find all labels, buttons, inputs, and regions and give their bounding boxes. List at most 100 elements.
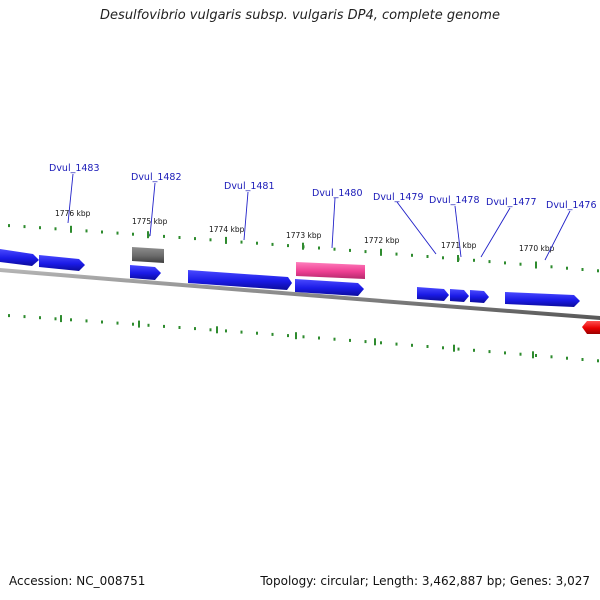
- gene-feature-rna[interactable]: [132, 247, 164, 263]
- outer-tick-track: [8, 224, 599, 273]
- minor-tick: [473, 258, 475, 262]
- gene-feature-highlighted[interactable]: [296, 262, 365, 279]
- genome-backbone: [0, 268, 600, 320]
- gene-label-dvul-1477[interactable]: Dvul_1477: [486, 197, 537, 208]
- minor-tick: [380, 341, 382, 345]
- minor-tick: [23, 315, 26, 319]
- major-tick: [302, 242, 304, 250]
- minor-tick: [364, 340, 367, 344]
- major-tick: [535, 261, 537, 269]
- minor-tick: [163, 234, 165, 238]
- minor-tick: [116, 231, 119, 235]
- minor-tick: [194, 327, 196, 331]
- major-tick: [374, 338, 376, 346]
- gene-feature[interactable]: [295, 279, 364, 296]
- gene-label-dvul-1480[interactable]: Dvul_1480: [312, 188, 363, 199]
- minor-tick: [39, 316, 41, 320]
- tick-label-1773: 1773 kbp: [286, 231, 322, 240]
- accession-label: Accession: NC_008751: [9, 574, 146, 588]
- minor-tick: [333, 337, 336, 341]
- minor-tick: [488, 350, 491, 354]
- minor-tick: [318, 246, 320, 250]
- minor-tick: [566, 356, 568, 360]
- genome-summary: Topology: circular; Length: 3,462,887 bp…: [260, 574, 590, 588]
- gene-feature[interactable]: [417, 287, 449, 301]
- gene-label-dvul-1481[interactable]: Dvul_1481: [224, 181, 275, 192]
- minor-tick: [473, 348, 475, 352]
- minor-tick: [550, 355, 553, 359]
- label-leader: [67, 173, 74, 224]
- minor-tick: [240, 330, 243, 334]
- gene-feature[interactable]: [39, 255, 85, 271]
- minor-tick: [256, 331, 258, 335]
- minor-tick: [535, 354, 537, 357]
- minor-tick: [178, 326, 181, 329]
- tick-label-1776: 1776 kbp: [55, 209, 91, 218]
- minor-tick: [39, 226, 41, 230]
- minor-tick: [349, 338, 351, 342]
- gene-label-dvul-1483[interactable]: Dvul_1483: [49, 163, 100, 174]
- gene-feature[interactable]: [450, 289, 469, 302]
- gene-feature[interactable]: [130, 265, 161, 280]
- minor-tick: [597, 269, 599, 273]
- minor-tick: [442, 256, 444, 260]
- tick-label-1771: 1771 kbp: [441, 241, 477, 250]
- tick-label-1770: 1770 kbp: [519, 244, 555, 253]
- minor-tick: [163, 324, 165, 328]
- major-tick: [70, 225, 72, 233]
- minor-tick: [194, 237, 196, 241]
- gene-feature[interactable]: [505, 292, 580, 307]
- minor-tick: [302, 335, 305, 339]
- minor-tick: [225, 329, 227, 333]
- major-tick: [457, 255, 459, 262]
- minor-tick: [426, 345, 429, 348]
- gene-feature[interactable]: [470, 290, 489, 303]
- minor-tick: [287, 244, 289, 248]
- minor-tick: [581, 268, 584, 271]
- minor-tick: [70, 318, 72, 322]
- minor-tick: [8, 224, 10, 228]
- minor-tick: [287, 334, 289, 338]
- minor-tick: [550, 265, 553, 269]
- minor-tick: [566, 266, 568, 270]
- major-tick: [60, 315, 62, 323]
- major-tick: [453, 344, 455, 352]
- minor-tick: [256, 241, 258, 245]
- minor-tick: [23, 225, 26, 229]
- minor-tick: [395, 342, 398, 346]
- major-tick: [138, 320, 140, 328]
- gene-feature[interactable]: [188, 270, 292, 290]
- gene-label-dvul-1478[interactable]: Dvul_1478: [429, 195, 480, 206]
- minor-tick: [457, 347, 460, 351]
- minor-tick: [519, 262, 522, 266]
- tick-label-1772: 1772 kbp: [364, 236, 400, 245]
- minor-tick: [333, 247, 336, 251]
- major-tick: [147, 231, 149, 239]
- label-leader: [149, 182, 156, 237]
- minor-tick: [209, 328, 212, 332]
- gene-label-dvul-1479[interactable]: Dvul_1479: [373, 192, 424, 203]
- minor-tick: [426, 255, 429, 258]
- major-tick: [295, 332, 297, 340]
- minor-tick: [147, 323, 150, 327]
- gene-feature[interactable]: [0, 249, 39, 266]
- label-leader: [454, 205, 462, 258]
- tick-label-1774: 1774 kbp: [209, 225, 245, 234]
- minor-tick: [395, 252, 398, 256]
- minor-tick: [132, 322, 134, 326]
- label-leader: [243, 191, 249, 241]
- minor-tick: [54, 317, 57, 321]
- gene-label-dvul-1482[interactable]: Dvul_1482: [131, 172, 182, 183]
- major-tick: [216, 326, 218, 334]
- inner-tick-track: [8, 314, 599, 363]
- minor-tick: [411, 343, 413, 347]
- gene-label-dvul-1476[interactable]: Dvul_1476: [546, 200, 597, 211]
- label-leader: [480, 207, 511, 258]
- minor-tick: [8, 314, 10, 318]
- minor-tick: [240, 240, 243, 244]
- minor-tick: [85, 229, 88, 233]
- minor-tick: [209, 238, 212, 242]
- gene-feature-reverse[interactable]: [582, 321, 600, 334]
- minor-tick: [504, 261, 506, 265]
- major-tick: [380, 248, 382, 256]
